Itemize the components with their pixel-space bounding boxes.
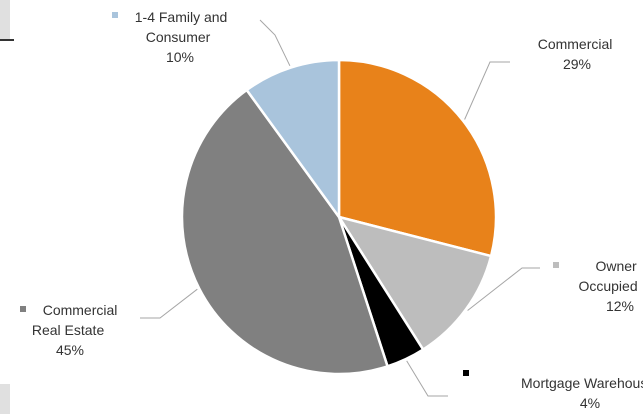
label-owner-occupied-line2: Occupied [578,278,637,294]
marker-mortgage-warehouse [463,370,469,376]
slice-1-4-family-and-consumer [245,58,341,219]
label-mortgage-warehouse-pct: 4% [580,395,600,411]
left-edge-artifact-top [0,0,10,40]
label-family-consumer-line2: Consumer [146,29,211,45]
legend-markers [20,12,559,376]
label-commercial: Commercial 29% [538,36,617,72]
label-mortgage-warehouse-name: Mortgage Warehouse [521,375,643,391]
marker-1-4-family-and-consumer [112,12,118,18]
left-edge-artifact-bottom [0,384,10,414]
marker-owner-occupied [553,262,559,268]
slice-commercial-real-estate [180,88,389,376]
label-family-consumer: 1-4 Family and Consumer 10% [135,9,231,65]
label-family-consumer-line1: 1-4 Family and [135,9,228,25]
label-family-consumer-pct: 10% [166,49,194,65]
label-cre-line1: Commercial [43,302,118,318]
label-cre-pct: 45% [56,342,84,358]
marker-commercial-real-estate [20,306,26,312]
label-owner-occupied-pct: 12% [606,298,634,314]
leader-lines [140,19,540,397]
leader-1-4-family-and-consumer [259,19,291,67]
leader-commercial-real-estate [140,288,198,319]
label-commercial-real-estate: Commercial Real Estate 45% [32,302,121,358]
slice-owner-occupied [337,215,493,351]
label-owner-occupied-line1: Owner [595,258,637,274]
leader-commercial [464,61,510,120]
label-commercial-pct: 29% [563,56,591,72]
label-owner-occupied: Owner Occupied 12% [578,258,641,314]
pie-slices [180,58,498,376]
label-commercial-name: Commercial [538,36,613,52]
label-cre-line2: Real Estate [32,322,105,338]
leader-owner-occupied [467,267,540,311]
leader-mortgage-warehouse [406,360,448,397]
label-mortgage-warehouse: Mortgage Warehouse 4% [521,375,643,411]
slice-commercial [337,58,498,258]
